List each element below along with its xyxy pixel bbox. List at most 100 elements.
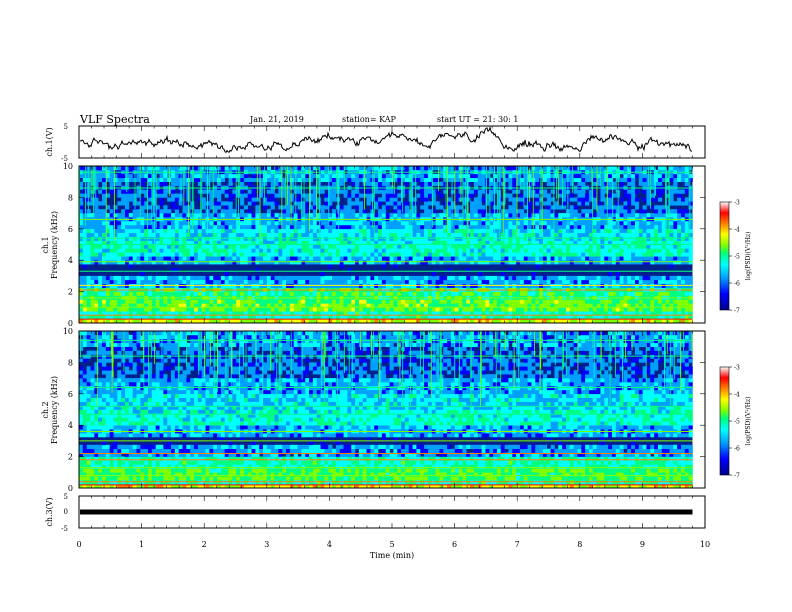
ch1-spectrogram-cell — [79, 299, 84, 304]
ch1-spectrogram-cell — [220, 299, 225, 304]
ch1-spectrogram-cell — [393, 256, 398, 261]
ch1-spectrogram-cell — [496, 220, 502, 226]
ch1-spectrogram-cell — [546, 311, 551, 316]
ch1-spectrogram-cell — [462, 236, 467, 241]
ch1-spectrogram-cell — [546, 181, 551, 186]
ch1-spectrogram-cell — [493, 252, 498, 257]
ch1-spectrogram-cell — [604, 201, 609, 206]
ch1-spectrogram-cell — [412, 291, 417, 296]
ch1-spectrogram-cell — [596, 232, 601, 237]
ch1-spectrogram-cell — [454, 224, 459, 230]
ch1-spectrogram-cell — [458, 275, 463, 281]
ch1-spectrogram-cell — [224, 173, 229, 179]
ch1-spectrogram-cell — [355, 307, 360, 312]
ch1-spectrogram-cell — [585, 252, 590, 257]
ch1-spectrogram-cell — [581, 275, 586, 281]
ch1-spectrogram-cell — [140, 189, 145, 194]
ch1-spectrogram-cell — [117, 232, 122, 237]
ch1-spectrogram-cell — [79, 256, 84, 261]
ch1-spectrogram-cell — [209, 236, 214, 241]
ch1-spectrogram-cell — [274, 166, 279, 171]
ch1-spectrogram-cell — [615, 271, 620, 277]
ch1-spectrogram-cell — [493, 311, 498, 316]
ch1-spectrogram-cell — [500, 166, 505, 171]
ch1-spectrogram-cell — [608, 311, 613, 316]
ch1-spectrogram-cell — [171, 307, 176, 312]
ch1-spectrogram-cell — [351, 248, 356, 253]
ch1-spectrogram-cell — [485, 197, 490, 202]
ch1-spectrogram-cell — [289, 303, 295, 308]
ch1-spectrogram-cell — [615, 260, 620, 265]
ch1-spectrogram-cell — [615, 315, 620, 320]
ch1-spectrogram-cell — [255, 256, 260, 261]
ch1-spectrogram-cell — [596, 252, 601, 257]
ch1-spectrogram-cell — [427, 166, 433, 171]
ch1-spectrogram-cell — [282, 166, 287, 171]
ch1-spectrogram-cell — [358, 283, 364, 288]
ch1-spectrogram-cell — [450, 228, 456, 234]
ch1-spectrogram-cell — [289, 256, 295, 261]
ch1-spectrogram-cell — [320, 228, 325, 234]
ch1-spectrogram-cell — [255, 205, 260, 210]
ch1-spectrogram-cell — [378, 283, 383, 288]
ch1-spectrogram-cell — [190, 291, 195, 296]
ch1-spectrogram-cell — [113, 236, 118, 241]
ch1-spectrogram-cell — [397, 177, 402, 182]
ch1-spectrogram-cell — [205, 236, 210, 241]
ch1-spectrogram-cell — [309, 299, 314, 304]
ch1-spectrogram-cell — [90, 236, 95, 241]
ch1-spectrogram-cell — [608, 279, 613, 285]
ch1-spectrogram-cell — [577, 252, 582, 257]
ch1-spectrogram-cell — [358, 201, 364, 206]
ch1-spectrogram-cell — [217, 256, 222, 261]
ch1-spectrogram-cell — [500, 177, 505, 182]
ch1-spectrogram-cell — [496, 193, 502, 198]
ch1-spectrogram-cell — [397, 240, 402, 245]
ch1-spectrogram-cell — [604, 252, 609, 257]
ch1-spectrogram-cell — [611, 236, 617, 241]
ch1-spectrogram-cell — [416, 275, 421, 281]
ch1-spectrogram-cell — [477, 240, 482, 245]
ch1-spectrogram-cell — [255, 213, 260, 218]
ch1-spectrogram-cell — [224, 319, 229, 324]
ch1-spectrogram-cell — [370, 256, 375, 261]
ch1-spectrogram-cell — [121, 315, 126, 320]
ch1-spectrogram-cell — [178, 228, 183, 234]
ch1-spectrogram-cell — [305, 193, 310, 198]
ch1-spectrogram-cell — [516, 256, 521, 261]
ch1-spectrogram-cell — [493, 260, 498, 265]
ch1-spectrogram-cell — [343, 252, 348, 257]
ch1-spectrogram-cell — [500, 271, 505, 277]
ch1-spectrogram-cell — [585, 224, 590, 230]
ch1-spectrogram-cell — [243, 256, 248, 261]
ch1-spectrogram-cell — [243, 173, 248, 179]
ch1-spectrogram-cell — [201, 299, 206, 304]
ch1-spectrogram-cell — [381, 193, 387, 198]
ch1-spectrogram-cell — [243, 213, 248, 218]
ch1-spectrogram-cell — [489, 209, 494, 214]
ch1-spectrogram-cell — [447, 166, 452, 171]
ch1-spectrogram-cell — [240, 256, 245, 261]
ch1-spectrogram-cell — [121, 260, 126, 265]
ch1-spectrogram-cell — [362, 260, 367, 265]
ch1-spectrogram-cell — [117, 283, 122, 288]
ch1-spectrogram-cell — [358, 213, 364, 218]
ch1-spectrogram-cell — [79, 181, 84, 186]
ch1-spectrogram-cell — [266, 224, 272, 230]
ch1-spectrogram-cell — [427, 256, 433, 261]
ch1-spectrogram-cell — [550, 307, 555, 312]
ch1-spectrogram-cell — [546, 205, 551, 210]
ch1-spectrogram-cell — [213, 228, 218, 234]
ch1-spectrogram-cell — [535, 236, 540, 241]
ch1-spectrogram-cell — [128, 244, 133, 249]
ch1-spectrogram-cell — [159, 307, 164, 312]
ch1-spectrogram-cell — [619, 224, 624, 230]
ch1-spectrogram-cell — [197, 311, 202, 316]
ch1-spectrogram-cell — [473, 299, 479, 304]
ch1-spectrogram-cell — [443, 201, 448, 206]
ch1-spectrogram-cell — [98, 220, 103, 226]
ch1-spectrogram-cell — [228, 299, 233, 304]
ch1-spectrogram-cell — [171, 260, 176, 265]
ch1-spectrogram-cell — [125, 291, 130, 296]
ch1-spectrogram-cell — [420, 213, 425, 218]
